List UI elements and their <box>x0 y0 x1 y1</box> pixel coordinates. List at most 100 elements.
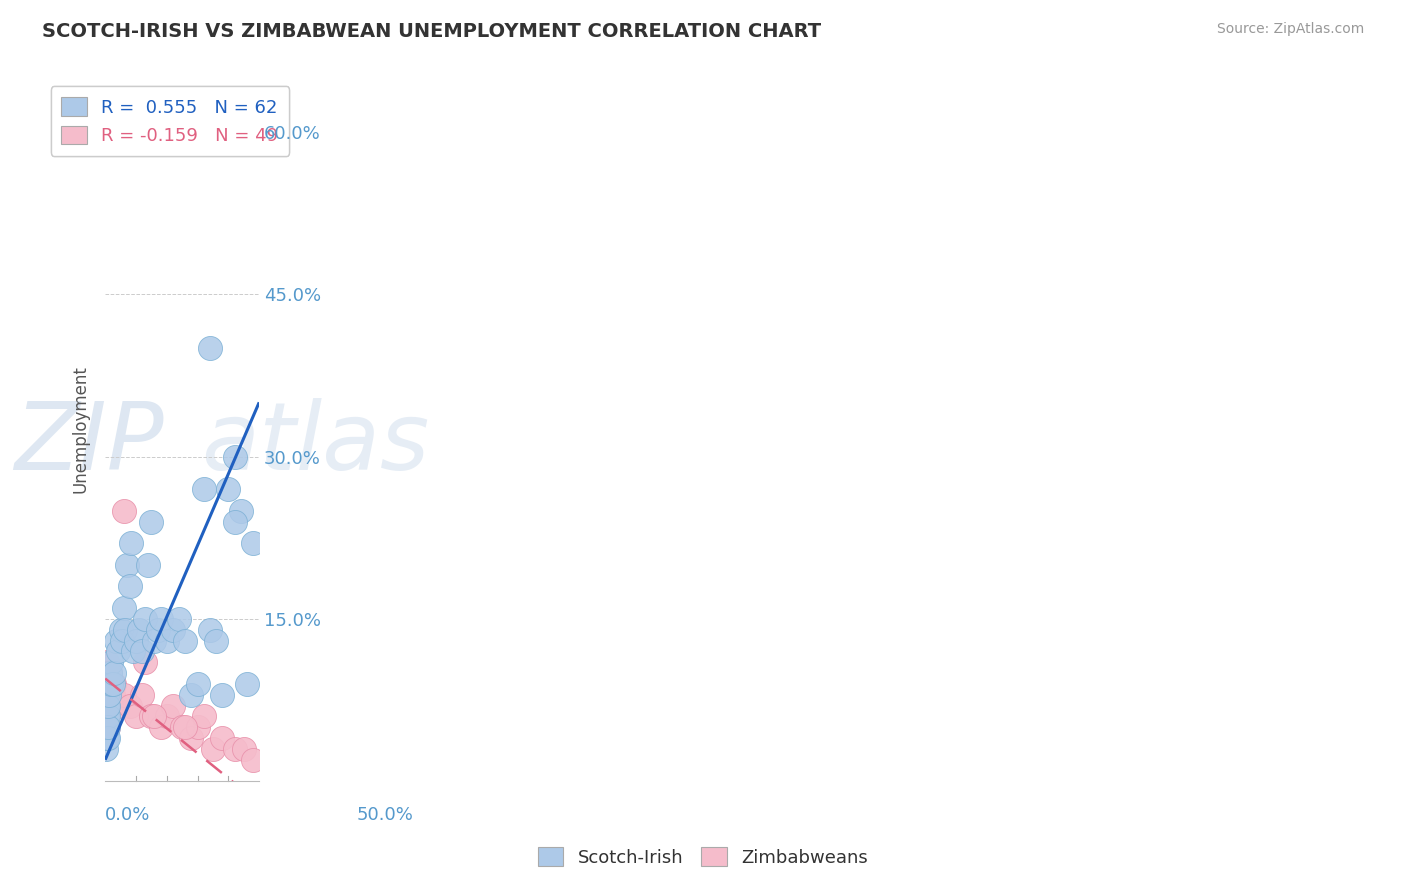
Point <box>96 731 118 745</box>
Point <box>242 536 264 550</box>
Point <box>96 666 118 681</box>
Point <box>128 623 150 637</box>
Point <box>224 515 246 529</box>
Point <box>229 504 252 518</box>
Point <box>96 698 118 713</box>
Point <box>118 579 141 593</box>
Point <box>97 688 120 702</box>
Point <box>114 623 136 637</box>
Point <box>100 677 122 691</box>
Point <box>101 688 124 702</box>
Point <box>141 515 163 529</box>
Point <box>97 720 120 734</box>
Point <box>193 709 215 723</box>
Point <box>143 633 166 648</box>
Point <box>122 644 145 658</box>
Point <box>94 677 117 691</box>
Point <box>94 731 117 745</box>
Point <box>103 666 125 681</box>
Point <box>174 633 197 648</box>
Point <box>97 709 120 723</box>
Point <box>134 655 156 669</box>
Point <box>94 698 117 713</box>
Point <box>205 633 228 648</box>
Point <box>211 731 233 745</box>
Point <box>174 720 197 734</box>
Point <box>149 720 172 734</box>
Point <box>198 341 221 355</box>
Point <box>97 677 120 691</box>
Text: 50.0%: 50.0% <box>356 806 413 824</box>
Point <box>149 612 172 626</box>
Point <box>112 688 135 702</box>
Point <box>156 633 179 648</box>
Point <box>217 482 239 496</box>
Point <box>131 644 153 658</box>
Point <box>96 731 118 745</box>
Point <box>107 644 129 658</box>
Point <box>100 677 122 691</box>
Point <box>110 623 132 637</box>
Point <box>96 688 118 702</box>
Point <box>242 753 264 767</box>
Point <box>94 709 117 723</box>
Point <box>97 731 120 745</box>
Point <box>94 709 117 723</box>
Point <box>111 633 134 648</box>
Point <box>94 720 117 734</box>
Point <box>201 742 224 756</box>
Point <box>180 688 202 702</box>
Point <box>167 612 190 626</box>
Point <box>96 709 118 723</box>
Point <box>94 698 117 713</box>
Point <box>224 450 246 464</box>
Point <box>96 698 118 713</box>
Point <box>96 688 118 702</box>
Text: ZIP: ZIP <box>14 398 163 489</box>
Point <box>125 709 148 723</box>
Point <box>94 666 117 681</box>
Point <box>187 677 209 691</box>
Point <box>107 698 129 713</box>
Point <box>134 612 156 626</box>
Point <box>96 655 118 669</box>
Point <box>162 698 184 713</box>
Point <box>101 677 124 691</box>
Point <box>187 720 209 734</box>
Point <box>98 666 121 681</box>
Point <box>94 677 117 691</box>
Point <box>94 720 117 734</box>
Text: Source: ZipAtlas.com: Source: ZipAtlas.com <box>1216 22 1364 37</box>
Point <box>97 698 120 713</box>
Point <box>97 720 120 734</box>
Point <box>193 482 215 496</box>
Y-axis label: Unemployment: Unemployment <box>72 366 89 493</box>
Point <box>96 720 118 734</box>
Point <box>125 633 148 648</box>
Point <box>156 709 179 723</box>
Text: 0.0%: 0.0% <box>105 806 150 824</box>
Point <box>97 688 120 702</box>
Point <box>96 698 118 713</box>
Point <box>141 709 163 723</box>
Point <box>112 504 135 518</box>
Point <box>112 601 135 615</box>
Point <box>97 698 120 713</box>
Point <box>100 698 122 713</box>
Point <box>97 688 120 702</box>
Point <box>94 731 117 745</box>
Point <box>100 655 122 669</box>
Point <box>211 688 233 702</box>
Point <box>96 677 118 691</box>
Point <box>96 709 118 723</box>
Point <box>146 623 169 637</box>
Point <box>180 731 202 745</box>
Point <box>96 720 118 734</box>
Text: atlas: atlas <box>201 398 429 489</box>
Point <box>236 677 259 691</box>
Text: SCOTCH-IRISH VS ZIMBABWEAN UNEMPLOYMENT CORRELATION CHART: SCOTCH-IRISH VS ZIMBABWEAN UNEMPLOYMENT … <box>42 22 821 41</box>
Point <box>94 742 117 756</box>
Point <box>232 742 254 756</box>
Point <box>96 666 118 681</box>
Point <box>162 623 184 637</box>
